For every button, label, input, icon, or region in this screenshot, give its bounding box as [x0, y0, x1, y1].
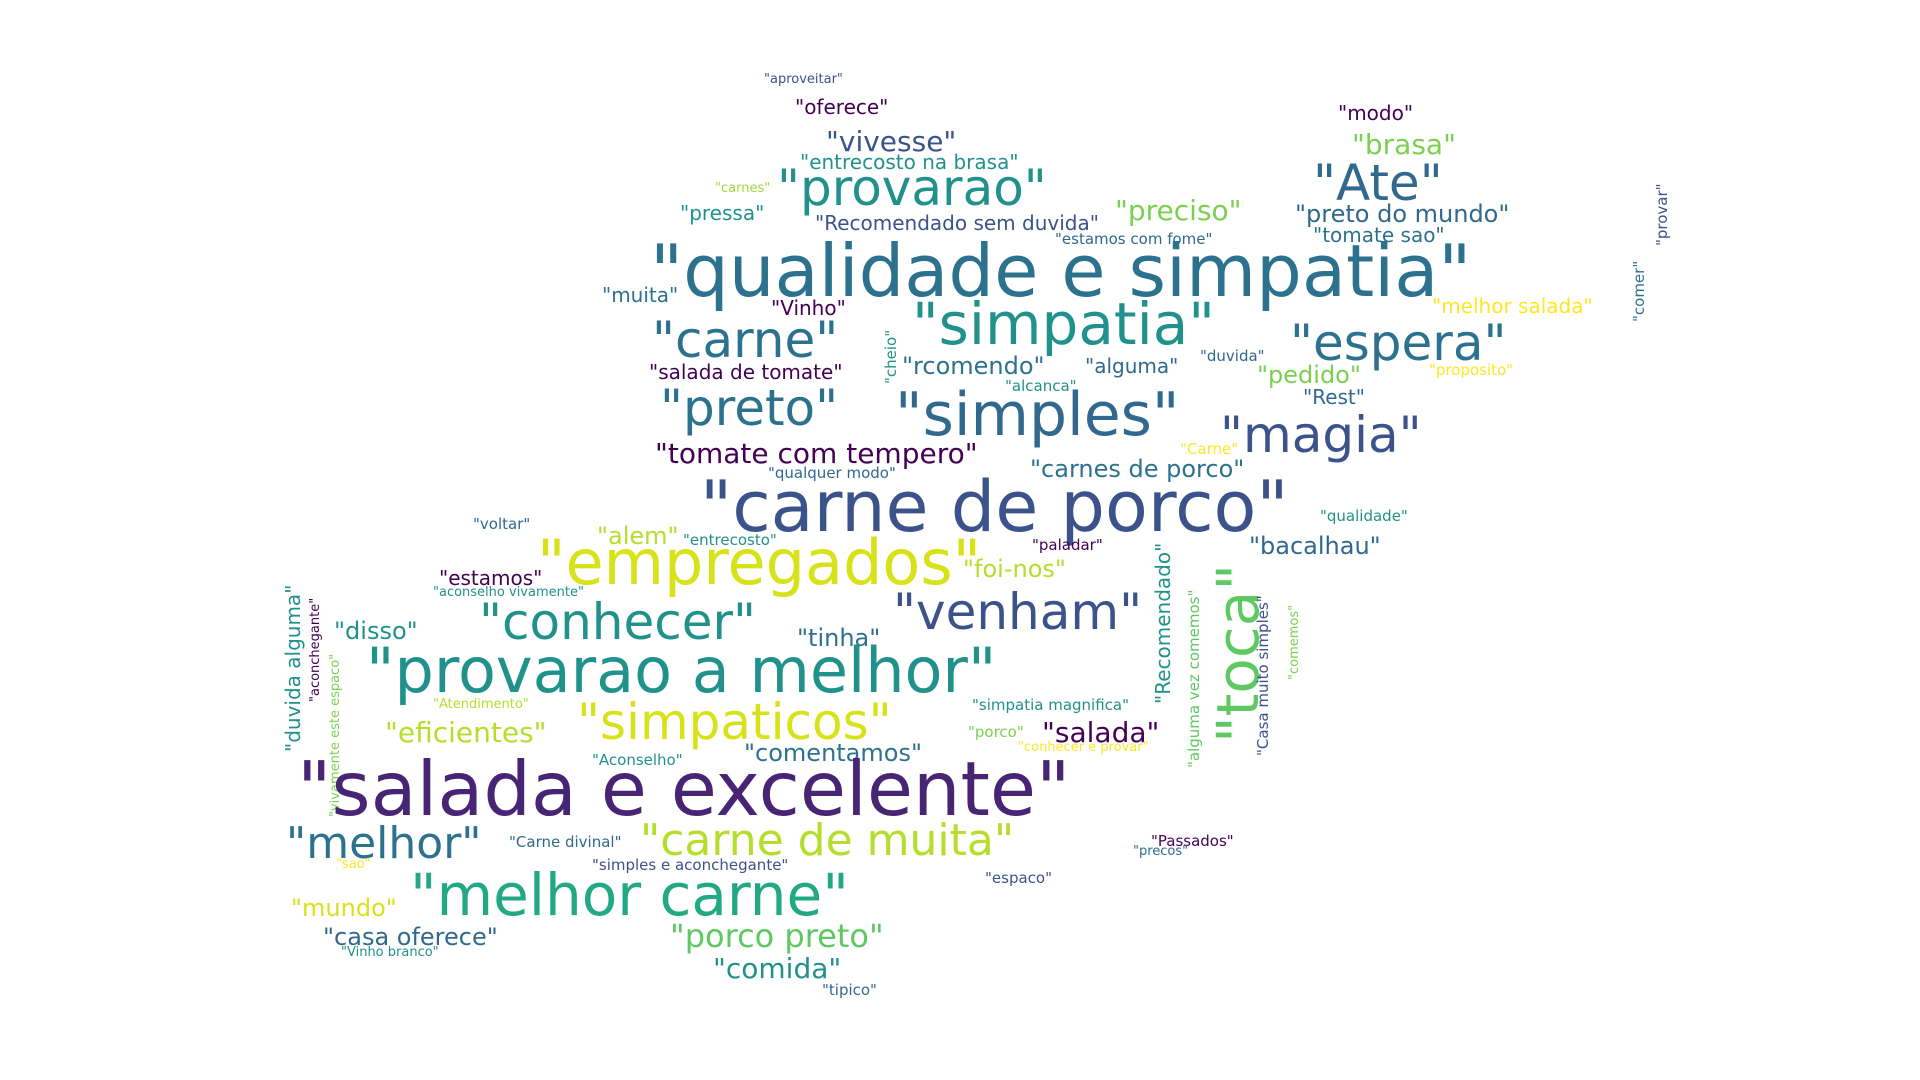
word-salada-de-tomate: "salada de tomate"	[649, 360, 843, 384]
word-muita: "muita"	[602, 283, 679, 307]
word-cheio: "cheio"	[882, 329, 900, 384]
word-carnes: "carnes"	[715, 181, 771, 196]
word-voltar: "voltar"	[473, 515, 531, 533]
word-bacalhau: "bacalhau"	[1249, 532, 1381, 560]
word-qualidade: "qualidade"	[1320, 507, 1408, 525]
word-pedido: "pedido"	[1257, 361, 1361, 389]
word-entrecosto: "entrecosto"	[683, 531, 777, 549]
word-salada: "salada"	[1042, 716, 1160, 749]
word-tomate-com-tempero: "tomate com tempero"	[655, 437, 978, 470]
word-oferece: "oferece"	[795, 95, 889, 119]
word-estamos: "estamos"	[439, 566, 543, 590]
word-aconchegante: "aconchegante"	[308, 597, 323, 702]
word-rcomendo: "rcomendo"	[902, 352, 1045, 380]
word-comida: "comida"	[713, 952, 842, 985]
word-simpatia: "simpatia"	[912, 290, 1215, 358]
word-vivesse: "vivesse"	[826, 125, 957, 158]
word-espera: "espera"	[1290, 314, 1507, 372]
word-porco-preto: "porco preto"	[670, 917, 884, 955]
word-alguma-vez-comemos: "alguma vez comemos"	[1185, 589, 1203, 768]
word-precos: "precos"	[1133, 844, 1189, 859]
word-vinho-branco: "Vinho branco"	[341, 945, 439, 960]
word-simples: "simples"	[895, 380, 1180, 450]
word-foi-nos: "foi-nos"	[963, 555, 1066, 583]
word-conhecer-e-provar: "conhecer e provar"	[1018, 740, 1149, 755]
word-tipico: "tipico"	[822, 981, 877, 999]
word-recomendado-sem-duvida: "Recomendado sem duvida"	[815, 211, 1099, 235]
word-modo: "modo"	[1338, 101, 1414, 125]
word-melhor-carne: "melhor carne"	[410, 861, 849, 929]
word-rest: "Rest"	[1303, 385, 1365, 409]
word-qualidade-e-simpatia: "qualidade e simpatia"	[650, 229, 1472, 313]
word-qualquer-modo: "qualquer modo"	[768, 464, 896, 482]
word-simpaticos: "simpaticos"	[577, 693, 892, 751]
word-preto-do-mundo: "preto do mundo"	[1295, 200, 1510, 228]
word-alem: "alem"	[597, 522, 679, 550]
word-vinho: "Vinho"	[771, 296, 846, 320]
word-casa-muito-simples: "Casa muito simples"	[1254, 595, 1272, 756]
word-provarao: "provarao"	[777, 159, 1047, 217]
word-tinha: "tinha"	[797, 624, 881, 652]
word-provar: "provar"	[1653, 183, 1671, 246]
word-aproveitar: "aproveitar"	[764, 72, 843, 87]
word-aconselho-vivamente: "aconselho vivamente"	[433, 585, 584, 600]
word-alguma: "alguma"	[1085, 354, 1179, 378]
word-carne-capital: "Carne"	[1180, 440, 1239, 458]
word-provarao-a-melhor: "provarao a melhor"	[366, 634, 997, 707]
word-venham: "venham"	[893, 583, 1143, 641]
word-brasa: "brasa"	[1352, 128, 1456, 161]
word-passados: "Passados"	[1151, 832, 1234, 850]
word-carne: "carne"	[652, 311, 839, 369]
word-preciso: "preciso"	[1115, 194, 1242, 227]
word-eficientes: "eficientes"	[385, 716, 547, 749]
word-preto: "preto"	[660, 379, 839, 437]
word-sao: "sao"	[336, 857, 371, 872]
word-carne-divinal: "Carne divinal"	[509, 833, 622, 851]
word-atendimento: "Atendimento"	[433, 697, 529, 712]
word-alcanca: "alcanca"	[1005, 377, 1077, 395]
word-comer: "comer"	[1630, 260, 1648, 322]
word-melhor-salada: "melhor salada"	[1432, 294, 1593, 318]
word-melhor: "melhor"	[286, 818, 482, 869]
word-empregados: "empregados"	[537, 526, 982, 599]
word-disso: "disso"	[334, 617, 418, 645]
word-pressa: "pressa"	[680, 201, 765, 225]
word-recomendado: "Recomendado"	[1151, 542, 1175, 704]
word-comentamos: "comentamos"	[744, 739, 922, 767]
word-porco: "porco"	[968, 723, 1024, 741]
word-conhecer: "conhecer"	[479, 593, 757, 651]
word-estamos-com-fome: "estamos com fome"	[1055, 230, 1213, 248]
word-tomate-sao: "tomate sao"	[1313, 223, 1445, 247]
word-comemos: "comemos"	[1287, 604, 1302, 680]
word-mundo: "mundo"	[291, 894, 397, 922]
word-simpatia-magnifica: "simpatia magnifica"	[972, 696, 1130, 714]
word-casa-oferece: "casa oferece"	[323, 923, 498, 951]
word-espaco: "espaco"	[985, 869, 1052, 887]
word-entrecosto-na-brasa: "entrecosto na brasa"	[800, 150, 1019, 174]
word-carne-de-muita: "carne de muita"	[640, 815, 1015, 866]
word-simples-e-aconchegante: "simples e aconchegante"	[592, 856, 789, 874]
word-proposito: "proposito"	[1429, 361, 1514, 379]
word-ate: "Ate"	[1313, 154, 1443, 212]
word-aconselho: "Aconselho"	[592, 751, 683, 769]
word-salada-e-excelente: "salada e excelente"	[297, 745, 1071, 833]
word-carne-de-porco: "carne de porco"	[700, 466, 1289, 548]
word-paladar: "paladar"	[1032, 536, 1103, 554]
word-duvida-alguma: "duvida alguma"	[281, 584, 305, 752]
word-duvida: "duvida"	[1200, 347, 1265, 365]
word-carnes-de-porco: "carnes de porco"	[1030, 455, 1245, 483]
word-magia: "magia"	[1220, 406, 1422, 464]
